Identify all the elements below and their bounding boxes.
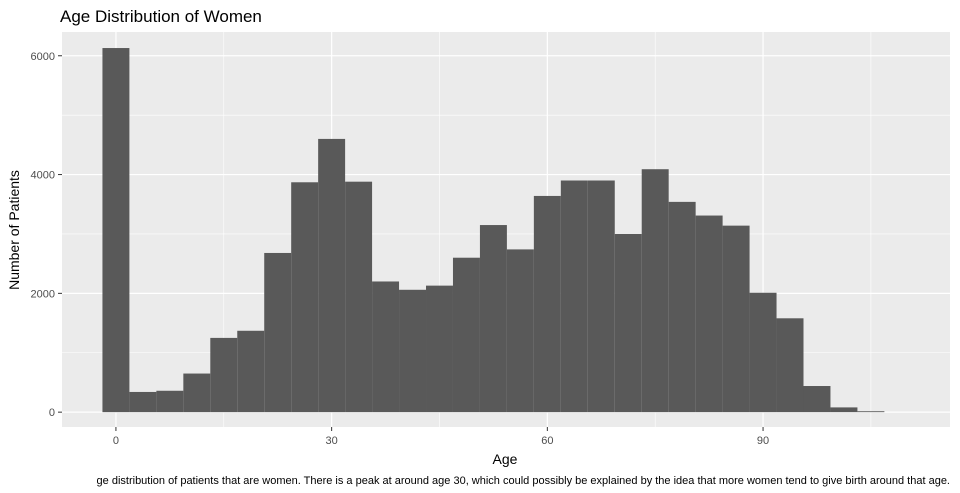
histogram-bar bbox=[641, 169, 669, 413]
histogram-bar bbox=[183, 373, 211, 413]
histogram-bar bbox=[830, 407, 858, 413]
y-tick-label: 6000 bbox=[31, 51, 55, 63]
histogram-bar bbox=[506, 249, 534, 413]
histogram-bar bbox=[452, 257, 480, 413]
histogram-bars bbox=[102, 48, 885, 413]
x-axis-title: Age bbox=[493, 451, 518, 467]
histogram-bar bbox=[695, 215, 723, 413]
histogram-bar bbox=[426, 285, 453, 413]
x-tick-label: 30 bbox=[326, 435, 338, 447]
histogram-bar bbox=[102, 48, 130, 413]
histogram-bar bbox=[587, 180, 615, 413]
chart-title: Age Distribution of Women bbox=[60, 7, 262, 26]
histogram-bar bbox=[345, 181, 373, 413]
histogram-bar bbox=[237, 330, 265, 413]
x-tick-label: 0 bbox=[113, 435, 119, 447]
histogram-bar bbox=[399, 289, 427, 413]
histogram-bar bbox=[264, 252, 292, 413]
histogram-bar bbox=[210, 337, 238, 413]
x-tick-label: 90 bbox=[757, 435, 769, 447]
chart-caption: ge distribution of patients that are wom… bbox=[97, 475, 950, 487]
histogram-bar bbox=[776, 318, 804, 413]
histogram-bar bbox=[129, 391, 157, 413]
y-axis-title: Number of Patients bbox=[6, 170, 22, 290]
histogram-bar bbox=[479, 225, 507, 413]
histogram-bar bbox=[318, 138, 346, 413]
histogram-bar bbox=[722, 225, 750, 413]
histogram-bar bbox=[156, 390, 184, 413]
histogram-bar bbox=[857, 411, 885, 413]
x-tick-label: 60 bbox=[541, 435, 553, 447]
histogram-bar bbox=[749, 292, 777, 413]
y-tick-label: 2000 bbox=[31, 288, 55, 300]
histogram-bar bbox=[668, 201, 696, 413]
histogram-bar bbox=[291, 182, 319, 413]
y-axis-ticks: 0 2000 4000 6000 bbox=[31, 51, 62, 419]
histogram-bar bbox=[372, 281, 400, 413]
y-tick-label: 0 bbox=[49, 407, 55, 419]
histogram-bar bbox=[803, 386, 831, 413]
histogram-bar bbox=[533, 195, 561, 413]
x-axis-ticks: 0 30 60 90 bbox=[113, 427, 769, 447]
y-tick-label: 4000 bbox=[31, 170, 55, 182]
histogram-bar bbox=[560, 180, 588, 413]
histogram-bar bbox=[614, 233, 642, 413]
